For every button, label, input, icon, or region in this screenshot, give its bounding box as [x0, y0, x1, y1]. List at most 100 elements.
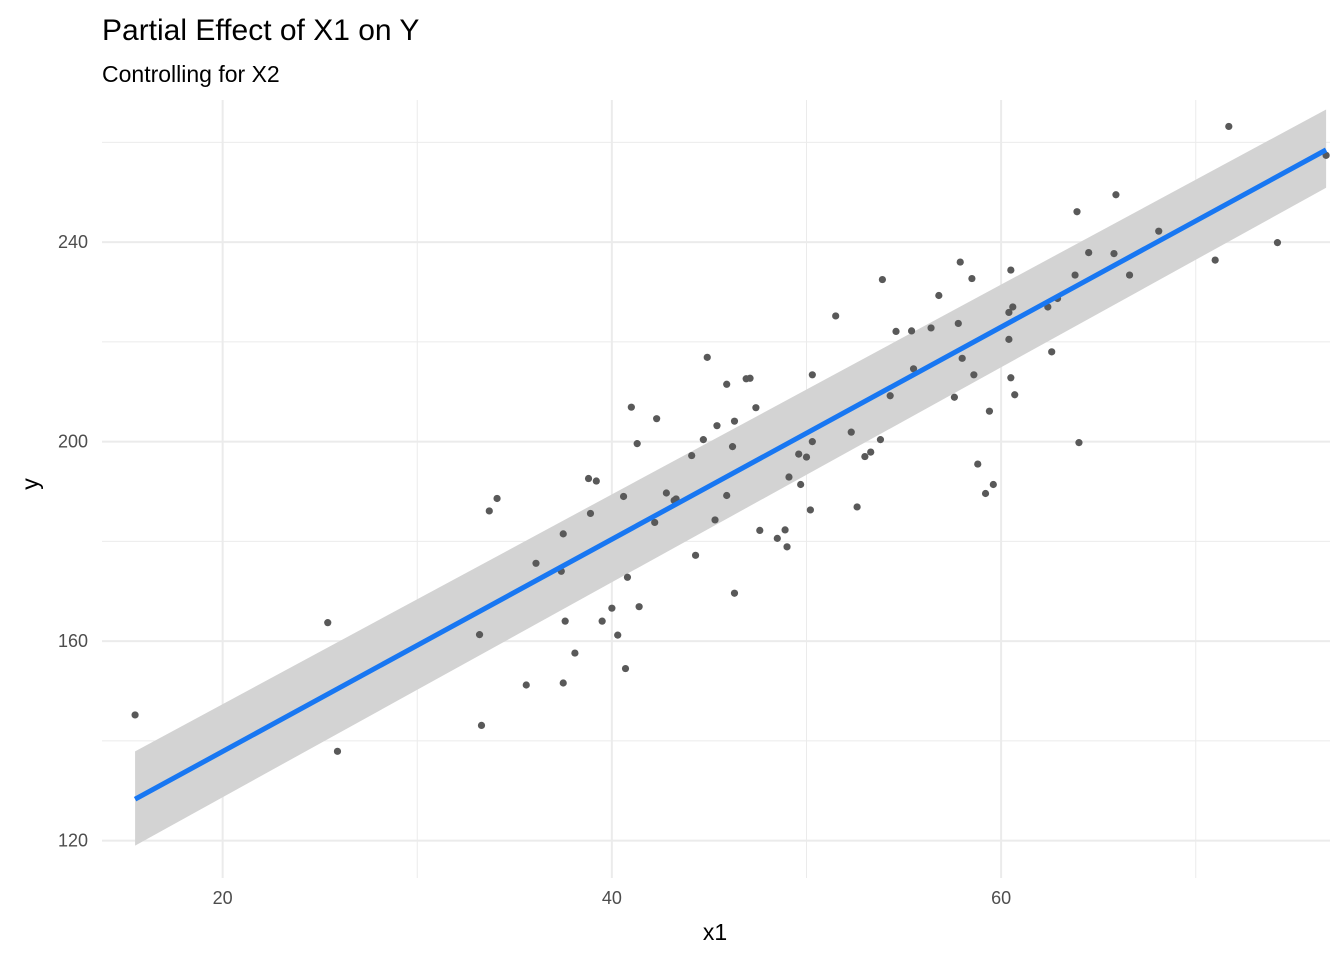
data-point — [627, 403, 635, 411]
data-point — [333, 747, 342, 755]
data-point — [598, 617, 606, 625]
data-point — [1007, 374, 1015, 382]
chart-title: Partial Effect of X1 on Y — [102, 14, 419, 47]
data-point — [699, 436, 707, 444]
data-point — [1211, 256, 1219, 264]
data-point — [584, 474, 593, 483]
data-point — [808, 438, 816, 446]
data-point — [1125, 271, 1134, 279]
data-point — [571, 649, 579, 657]
data-point — [853, 503, 861, 511]
data-point — [559, 679, 567, 687]
chart-subtitle: Controlling for X2 — [102, 61, 280, 87]
data-point — [730, 589, 739, 597]
data-point — [970, 371, 978, 379]
data-point — [662, 489, 670, 497]
data-point — [728, 443, 737, 451]
data-point — [477, 721, 486, 729]
data-point — [781, 526, 789, 534]
y-axis-title: y — [17, 478, 43, 490]
data-point — [623, 573, 632, 581]
data-point — [935, 291, 943, 300]
data-point — [806, 506, 814, 514]
data-point — [485, 507, 493, 515]
y-tick-label: 160 — [58, 631, 88, 651]
data-point — [1005, 308, 1013, 317]
data-point — [713, 422, 721, 430]
y-tick-label: 120 — [58, 831, 88, 851]
data-point — [1071, 271, 1079, 279]
data-point — [691, 551, 700, 559]
data-point — [876, 436, 885, 444]
data-point — [635, 603, 643, 611]
data-point — [614, 631, 622, 639]
data-point — [493, 494, 501, 503]
confidence-band-layer — [135, 109, 1327, 846]
data-point — [958, 354, 966, 362]
scatter-points — [131, 122, 1330, 755]
data-point — [956, 258, 964, 266]
data-point — [522, 681, 530, 689]
data-point — [711, 516, 719, 524]
data-point — [989, 480, 997, 489]
data-point — [927, 324, 935, 332]
data-point — [1155, 227, 1163, 235]
data-point — [561, 617, 569, 625]
data-point — [723, 380, 731, 388]
data-point — [968, 274, 976, 283]
x-axis-tick-labels: 20 40 60 — [213, 888, 1011, 908]
data-point — [752, 404, 760, 412]
data-point — [1007, 266, 1015, 274]
data-point — [730, 417, 739, 425]
y-tick-label: 240 — [58, 232, 88, 252]
data-point — [1009, 303, 1017, 311]
x-axis-title: x1 — [703, 919, 727, 945]
data-point — [832, 312, 840, 320]
data-point — [773, 534, 781, 542]
data-point — [797, 480, 805, 489]
data-point — [907, 327, 916, 335]
data-point — [746, 374, 754, 382]
data-point — [974, 460, 982, 468]
data-point — [985, 407, 994, 415]
data-point — [1273, 239, 1282, 247]
data-point — [651, 518, 659, 527]
data-point — [1005, 335, 1013, 343]
data-point — [532, 559, 540, 567]
y-tick-label: 200 — [58, 432, 88, 452]
data-point — [878, 275, 886, 284]
data-point — [802, 453, 811, 461]
data-point — [847, 428, 855, 436]
regression-line-layer — [133, 147, 1328, 802]
data-point — [954, 319, 962, 328]
data-point — [723, 491, 731, 500]
x-tick-label: 20 — [213, 888, 233, 908]
data-point — [592, 477, 600, 485]
data-point — [703, 353, 711, 361]
data-point — [981, 489, 990, 498]
data-point — [892, 327, 900, 336]
data-point — [785, 473, 793, 481]
data-point — [950, 393, 958, 401]
data-point — [867, 448, 875, 456]
data-point — [475, 631, 484, 639]
data-point — [1073, 208, 1081, 216]
x-tick-label: 40 — [602, 888, 622, 908]
data-point — [1110, 250, 1118, 258]
data-point — [861, 452, 869, 461]
data-point — [756, 526, 764, 534]
data-point — [619, 492, 628, 501]
data-point — [1085, 249, 1093, 257]
data-point — [783, 543, 791, 551]
regression-line — [133, 147, 1328, 802]
x-tick-label: 60 — [991, 888, 1011, 908]
data-point — [1011, 391, 1019, 399]
data-point — [621, 664, 630, 673]
data-point — [795, 450, 803, 458]
data-point — [1225, 122, 1233, 131]
data-point — [688, 451, 696, 460]
data-point — [324, 619, 332, 627]
data-point — [131, 711, 139, 719]
data-point — [633, 440, 641, 448]
